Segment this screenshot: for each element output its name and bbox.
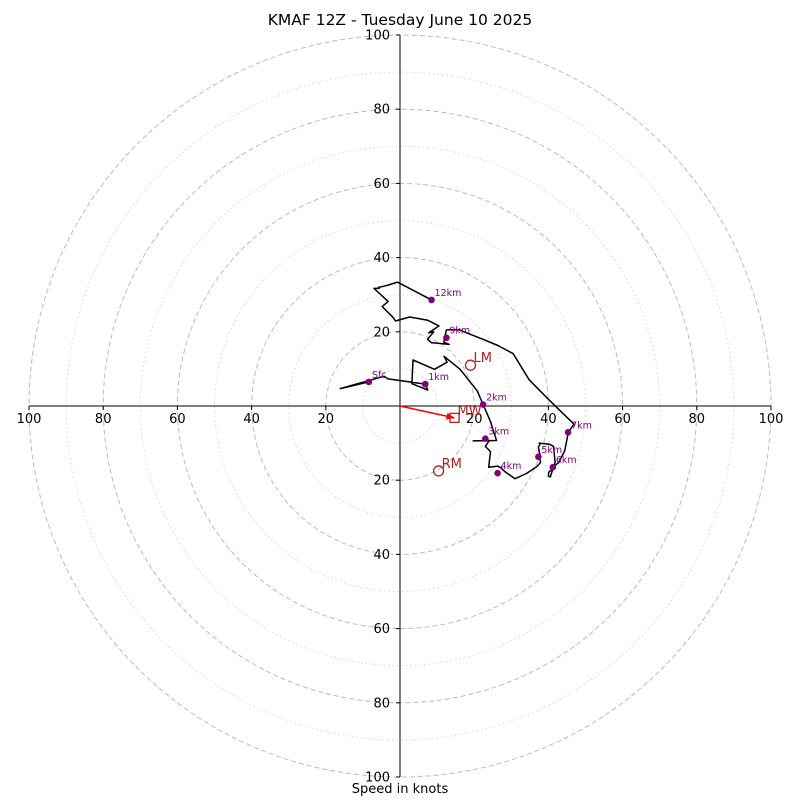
height-marker-sfc xyxy=(365,378,373,386)
height-label-7km: 7km xyxy=(571,420,592,431)
height-marker-1km xyxy=(421,380,429,388)
chart-title: KMAF 12Z - Tuesday June 10 2025 xyxy=(267,11,533,29)
x-tick-label: 80 xyxy=(95,412,112,427)
height-marker-3km xyxy=(482,435,489,442)
height-label-1km: 1km xyxy=(428,372,449,383)
y-tick-label: 100 xyxy=(365,29,390,44)
wind-profile-trace xyxy=(339,281,575,480)
y-tick-label: 100 xyxy=(365,771,390,786)
y-tick-label: 40 xyxy=(373,548,390,563)
x-tick-label: 20 xyxy=(318,412,335,427)
x-tick-label: 40 xyxy=(243,412,260,427)
height-label-2km: 2km xyxy=(486,393,507,404)
x-tick-label: 100 xyxy=(759,412,784,427)
height-label-sfc: Sfc xyxy=(372,370,387,381)
x-tick-label: 60 xyxy=(614,412,631,427)
y-tick-label: 60 xyxy=(373,177,390,192)
tick-labels: 100 80 60 40 20 20 40 60 80 100 100 80 60 40 20 20 40 60 8… xyxy=(17,29,784,786)
height-label-9km: 9km xyxy=(449,326,470,337)
height-label-4km: 4km xyxy=(501,461,522,472)
y-tick-label: 60 xyxy=(373,622,390,637)
storm-motion-rm-marker xyxy=(432,465,445,477)
height-label-12km: 12km xyxy=(435,288,462,299)
y-tick-label: 80 xyxy=(373,696,390,711)
y-tick-label: 20 xyxy=(373,474,390,489)
x-tick-label: 80 xyxy=(689,412,706,427)
height-marker-2km xyxy=(479,401,487,408)
storm-motion-markers: LM RM MW xyxy=(432,351,492,477)
height-marker-6km xyxy=(549,463,557,471)
storm-motion-mw-label: MW xyxy=(458,404,482,419)
height-marker-12km xyxy=(428,296,435,304)
height-marker-9km xyxy=(443,334,450,342)
shear-vector xyxy=(399,405,455,420)
y-tick-label: 20 xyxy=(373,325,390,340)
speed-axis-label: Speed in knots xyxy=(351,782,449,797)
height-marker-5km xyxy=(535,453,542,461)
height-marker-4km xyxy=(494,469,501,477)
storm-motion-lm-marker xyxy=(464,359,477,371)
storm-motion-lm-label: LM xyxy=(473,351,491,366)
x-tick-label: 60 xyxy=(169,412,186,427)
height-label-6km: 6km xyxy=(556,455,577,466)
height-marker-7km xyxy=(564,429,572,436)
y-tick-label: 80 xyxy=(373,103,390,118)
x-tick-label: 100 xyxy=(17,412,42,427)
x-tick-label: 20 xyxy=(466,412,483,427)
y-tick-label: 40 xyxy=(373,251,390,266)
storm-motion-mw-marker xyxy=(449,412,460,424)
hodograph-trace-line xyxy=(339,281,575,480)
storm-motion-rm-label: RM xyxy=(442,457,462,472)
height-label-5km: 5km xyxy=(541,445,562,456)
shear-vector-line xyxy=(399,405,455,419)
x-tick-label: 40 xyxy=(540,412,557,427)
height-label-3km: 3km xyxy=(488,427,509,438)
